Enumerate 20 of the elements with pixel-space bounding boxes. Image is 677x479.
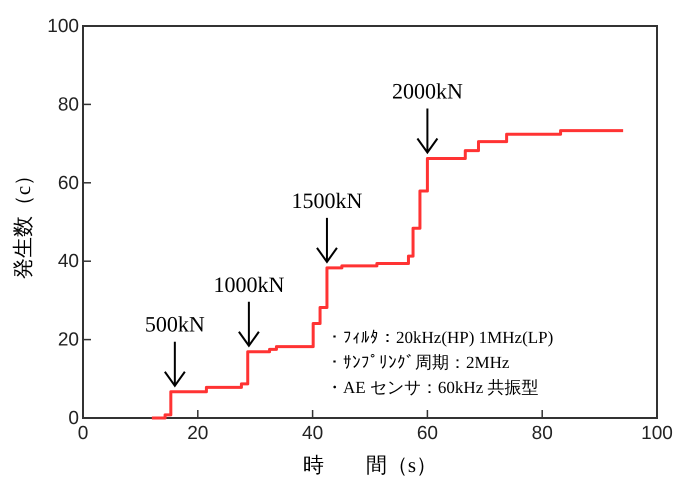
x-tick-label: 40	[302, 423, 324, 444]
y-tick-label: 0	[68, 408, 79, 429]
x-tick-label: 60	[416, 423, 438, 444]
annotation: 1500kN	[292, 188, 363, 213]
annotation: ・ｻﾝﾌﾟﾘﾝｸﾞ周期：2MHz	[326, 353, 510, 372]
x-tick-label: 100	[641, 423, 673, 444]
annotation: ・AE センサ：60kHz 共振型	[326, 378, 538, 397]
annotation: 1000kN	[213, 272, 284, 297]
y-tick-label: 20	[58, 330, 79, 351]
x-tick-label: 80	[532, 423, 553, 444]
annotation: ・ﾌｨﾙﾀ：20kHz(HP) 1MHz(LP)	[326, 328, 554, 347]
y-axis-title: 発生数（c）	[11, 164, 35, 280]
annotation: 2000kN	[392, 78, 463, 104]
x-axis-title: 時 間（s）	[302, 453, 438, 477]
x-tick-label: 20	[187, 423, 208, 444]
y-tick-label: 100	[47, 16, 79, 37]
y-tick-label: 60	[58, 172, 79, 194]
y-tick-label: 80	[58, 94, 79, 116]
annotation: 500kN	[144, 312, 205, 337]
y-tick-label: 40	[58, 251, 79, 272]
